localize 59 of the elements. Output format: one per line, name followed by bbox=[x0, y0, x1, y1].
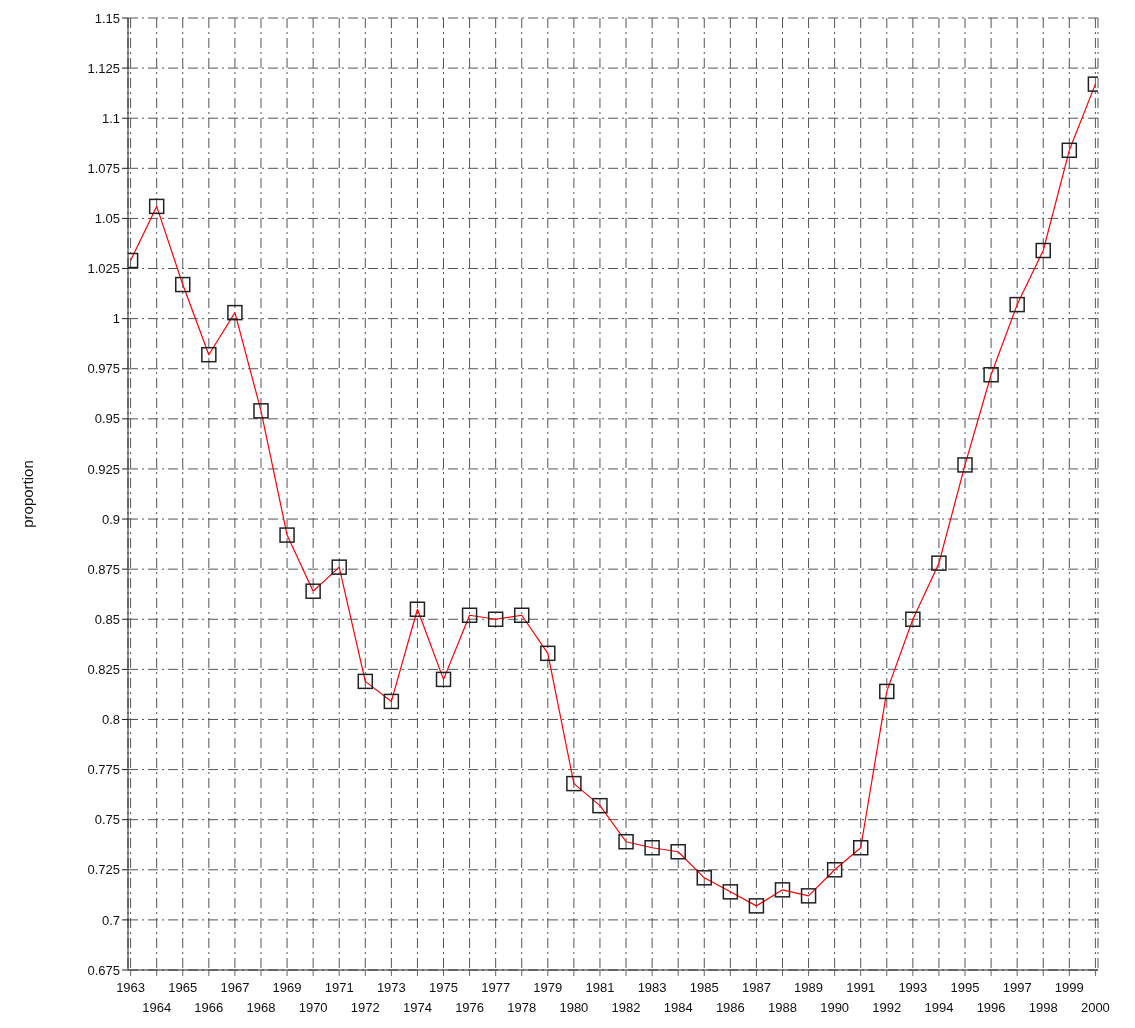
x-tick-label: 1970 bbox=[298, 1000, 328, 1015]
x-tick-label: 1993 bbox=[898, 980, 928, 995]
x-tick-label: 1983 bbox=[637, 980, 667, 995]
y-tick-label: 0.7 bbox=[101, 912, 120, 928]
y-tick-label: 1 bbox=[112, 311, 120, 327]
x-tick-label: 1976 bbox=[455, 1000, 485, 1015]
x-tick-label: 1968 bbox=[246, 1000, 276, 1015]
y-tick-label: 0.725 bbox=[87, 862, 120, 878]
x-tick-label: 1971 bbox=[324, 980, 354, 995]
y-tick-label: 1.05 bbox=[94, 211, 120, 227]
y-tick-label: 0.85 bbox=[94, 611, 120, 627]
x-tick-label: 1992 bbox=[872, 1000, 902, 1015]
x-tick-label: 1988 bbox=[768, 1000, 797, 1015]
x-tick-label: 1999 bbox=[1054, 980, 1084, 995]
x-tick-label: 1981 bbox=[585, 980, 615, 995]
x-tick-label: 1964 bbox=[142, 1000, 172, 1015]
x-tick-label: 1969 bbox=[272, 980, 302, 995]
x-tick-label: 1967 bbox=[220, 980, 250, 995]
y-tick-label: 0.825 bbox=[87, 661, 120, 677]
y-tick-label: 0.95 bbox=[94, 411, 120, 427]
x-tick-label: 1997 bbox=[1002, 980, 1032, 995]
x-tick-label: 1984 bbox=[663, 1000, 693, 1015]
y-tick-label: 1.025 bbox=[87, 261, 120, 277]
x-tick-label: 1985 bbox=[689, 980, 719, 995]
y-tick-label: 0.8 bbox=[101, 712, 120, 728]
x-tick-label: 1990 bbox=[820, 1000, 850, 1015]
x-tick-label: 1966 bbox=[194, 1000, 224, 1015]
x-tick-label: 1986 bbox=[715, 1000, 745, 1015]
x-tick-label: 1987 bbox=[741, 980, 771, 995]
y-axis-title: proportion bbox=[19, 460, 37, 528]
y-tick-label: 0.925 bbox=[87, 461, 120, 477]
x-tick-label: 1977 bbox=[481, 980, 511, 995]
x-tick-label: 1980 bbox=[559, 1000, 589, 1015]
x-tick-label: 1973 bbox=[376, 980, 406, 995]
x-tick-label: 1998 bbox=[1028, 1000, 1058, 1015]
x-tick-label: 1982 bbox=[611, 1000, 641, 1015]
y-tick-label: 0.675 bbox=[87, 962, 120, 978]
y-tick-label: 1.15 bbox=[94, 10, 120, 26]
y-tick-label: 1.075 bbox=[87, 160, 120, 176]
x-tick-label: 1989 bbox=[794, 980, 824, 995]
y-tick-label: 1.1 bbox=[101, 110, 120, 126]
x-tick-label: 2000 bbox=[1080, 1000, 1110, 1015]
x-tick-label: 1965 bbox=[168, 980, 198, 995]
x-tick-label: 1979 bbox=[533, 980, 563, 995]
x-tick-label: 1991 bbox=[846, 980, 876, 995]
x-tick-label: 1975 bbox=[429, 980, 458, 995]
x-tick-label: 1978 bbox=[507, 1000, 537, 1015]
x-tick-label: 1995 bbox=[950, 980, 980, 995]
x-tick-label: 1972 bbox=[350, 1000, 380, 1015]
y-tick-label: 0.75 bbox=[94, 812, 120, 828]
y-tick-label: 1.125 bbox=[87, 60, 120, 76]
x-tick-label: 1996 bbox=[976, 1000, 1006, 1015]
y-tick-label: 0.975 bbox=[87, 361, 120, 377]
x-tick-label: 1963 bbox=[116, 980, 146, 995]
y-tick-label: 0.9 bbox=[101, 511, 120, 527]
y-tick-label: 0.875 bbox=[87, 561, 120, 577]
y-tick-label: 0.775 bbox=[87, 762, 120, 778]
x-tick-label: 1994 bbox=[924, 1000, 954, 1015]
x-tick-label: 1974 bbox=[402, 1000, 432, 1015]
